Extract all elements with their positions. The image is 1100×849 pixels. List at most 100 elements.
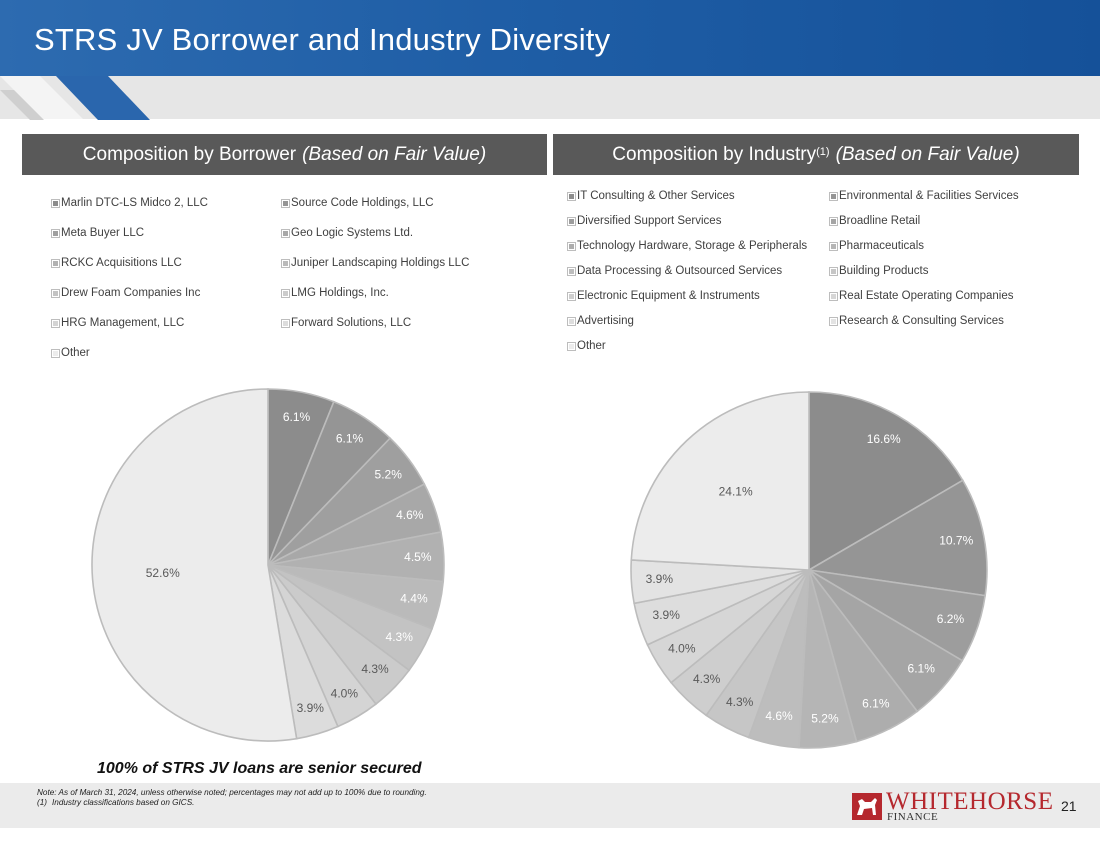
title-sub-band [0, 76, 1100, 119]
borrower-legend-item: RCKC Acquisitions LLC [51, 257, 182, 269]
legend-swatch [567, 316, 576, 326]
pie-data-label: 4.0% [331, 686, 359, 700]
legend-label: Advertising [577, 315, 634, 327]
industry-legend-item: Diversified Support Services [567, 215, 721, 227]
legend-swatch [281, 228, 290, 238]
industry-legend-item: Technology Hardware, Storage & Periphera… [567, 240, 807, 252]
industry-pie-chart: 16.6% 10.7% 6.2% 6.1% 6.1% 5.2% 4.6% 4.3% 4.3% 4.… [630, 391, 988, 749]
industry-legend: IT Consulting & Other Services Environmen… [567, 190, 1068, 360]
legend-swatch [567, 266, 576, 276]
footer-band [0, 783, 1100, 828]
pie-data-label: 4.3% [726, 695, 754, 709]
legend-swatch [829, 316, 838, 326]
legend-label: Environmental & Facilities Services [839, 190, 1019, 202]
industry-legend-item: Pharmaceuticals [829, 240, 925, 252]
legend-swatch [567, 191, 576, 201]
footnotes: Note: As of March 31, 2024, unless other… [37, 788, 427, 808]
pie-data-label: 52.6% [146, 566, 180, 580]
borrower-legend: Marlin DTC-LS Midco 2, LLC Source Code Ho… [51, 197, 532, 367]
pie-data-label: 4.6% [396, 508, 424, 522]
legend-label: Other [577, 340, 606, 352]
borrower-pie-chart: 6.1%6.1%5.2%4.6%4.5%4.4%4.3%4.3%4.0%3.9%… [91, 388, 445, 742]
legend-swatch [829, 216, 838, 226]
borrower-legend-item: Other [51, 347, 90, 359]
logo-subtext: FINANCE [887, 811, 939, 823]
pie-data-label: 4.6% [765, 709, 793, 723]
legend-label: IT Consulting & Other Services [577, 190, 735, 202]
borrower-panel-title: Composition by Borrower [82, 143, 297, 165]
pie-data-label: 4.5% [404, 550, 432, 564]
pie-data-label: 24.1% [719, 485, 753, 499]
pie-slice [806, 479, 988, 597]
industry-legend-item: Real Estate Operating Companies [829, 290, 1014, 302]
pie-data-label: 6.2% [937, 612, 965, 626]
legend-swatch [51, 288, 60, 298]
legend-label: Marlin DTC-LS Midco 2, LLC [61, 197, 208, 209]
legend-swatch [51, 258, 60, 268]
legend-label: Research & Consulting Services [839, 315, 1004, 327]
industry-legend-item: Building Products [829, 265, 929, 277]
pie-data-label: 6.1% [336, 431, 364, 445]
logo-wordmark: WHITEHORSE [886, 788, 1054, 815]
legend-swatch [281, 318, 290, 328]
pie-data-label: 6.1% [283, 410, 311, 424]
page-number: 21 [1061, 798, 1077, 814]
legend-label: Broadline Retail [839, 215, 921, 227]
borrower-legend-item: Marlin DTC-LS Midco 2, LLC [51, 197, 208, 209]
title-bar: STRS JV Borrower and Industry Diversity [0, 0, 1100, 76]
legend-swatch [51, 318, 60, 328]
pie-data-label: 6.1% [908, 662, 936, 676]
pie-data-label: 3.9% [646, 572, 674, 586]
pie-data-label: 3.9% [297, 701, 325, 715]
senior-secured-caption: 100% of STRS JV loans are senior secured [97, 760, 422, 777]
legend-swatch [829, 266, 838, 276]
legend-swatch [829, 241, 838, 251]
industry-legend-item: Data Processing & Outsourced Services [567, 265, 783, 277]
legend-label: Real Estate Operating Companies [839, 290, 1014, 302]
note-line-2: (1) Industry classifications based on GI… [37, 798, 427, 808]
pie-data-label: 4.4% [400, 592, 428, 606]
legend-swatch [829, 291, 838, 301]
pie-data-label: 10.7% [939, 534, 973, 548]
legend-label: Forward Solutions, LLC [291, 317, 412, 329]
borrower-legend-item: Forward Solutions, LLC [281, 317, 412, 329]
pie-data-label: 16.6% [867, 432, 901, 446]
legend-label: Geo Logic Systems Ltd. [291, 227, 414, 239]
borrower-panel-header: Composition by Borrower (Based on Fair V… [22, 134, 547, 175]
legend-label: RCKC Acquisitions LLC [61, 257, 182, 269]
legend-swatch [51, 348, 60, 358]
legend-label: Source Code Holdings, LLC [291, 197, 434, 209]
borrower-legend-item: Geo Logic Systems Ltd. [281, 227, 414, 239]
pie-data-label: 6.1% [862, 696, 890, 710]
industry-legend-item: Environmental & Facilities Services [829, 190, 1019, 202]
industry-legend-item: Broadline Retail [829, 215, 921, 227]
legend-swatch [829, 191, 838, 201]
legend-label: Pharmaceuticals [839, 240, 925, 252]
borrower-legend-item: HRG Management, LLC [51, 317, 185, 329]
legend-label: Data Processing & Outsourced Services [577, 265, 783, 277]
legend-swatch [567, 216, 576, 226]
legend-swatch [281, 258, 290, 268]
legend-swatch [281, 288, 290, 298]
industry-panel-subtitle: (Based on Fair Value) [835, 143, 1020, 165]
legend-swatch [281, 198, 290, 208]
industry-legend-item: IT Consulting & Other Services [567, 190, 735, 202]
legend-swatch [567, 241, 576, 251]
footnote-marker: (1) [816, 145, 830, 158]
pie-data-label: 4.3% [386, 630, 414, 644]
legend-swatch [51, 198, 60, 208]
industry-legend-item: Electronic Equipment & Instruments [567, 290, 760, 302]
borrower-legend-item: LMG Holdings, Inc. [281, 287, 389, 299]
legend-label: HRG Management, LLC [61, 317, 185, 329]
note-line-1: Note: As of March 31, 2024, unless other… [37, 788, 427, 797]
borrower-panel-subtitle: (Based on Fair Value) [302, 143, 487, 165]
legend-swatch [51, 228, 60, 238]
pie-data-label: 3.9% [653, 608, 681, 622]
pie-slice [91, 388, 298, 742]
legend-label: Meta Buyer LLC [61, 227, 145, 239]
legend-label: Building Products [839, 265, 929, 277]
legend-label: Electronic Equipment & Instruments [577, 290, 760, 302]
borrower-legend-item: Source Code Holdings, LLC [281, 197, 434, 209]
industry-panel-header: Composition by Industry (1) (Based on Fai… [553, 134, 1079, 175]
whitehorse-logo: WHITEHORSE FINANCE [852, 788, 1054, 823]
